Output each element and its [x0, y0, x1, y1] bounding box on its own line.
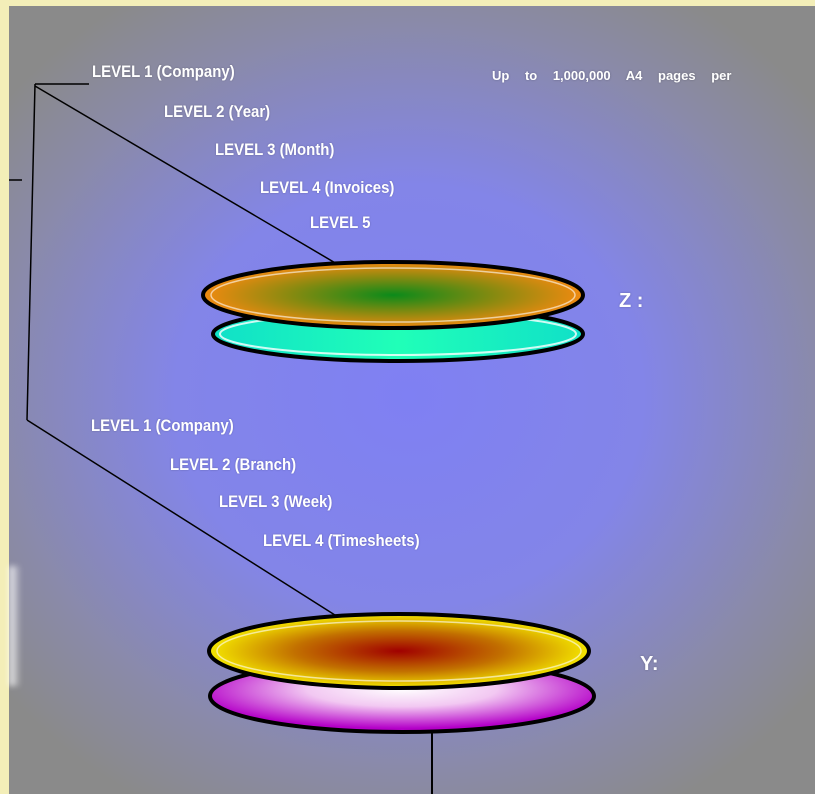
- y-level-4: LEVEL 4 (Timesheets): [263, 531, 420, 550]
- z-level-3: LEVEL 3 (Month): [215, 140, 335, 159]
- z-level-4: LEVEL 4 (Invoices): [260, 178, 395, 197]
- z-level-2: LEVEL 2 (Year): [164, 102, 271, 121]
- diagram-canvas: Up to 1,000,000 A4 pages per LEVEL 1 (Co…: [9, 6, 815, 794]
- disk-diagram: [9, 83, 596, 794]
- z-arrow: [34, 85, 354, 274]
- bracket-connector: [9, 83, 89, 421]
- y-arrow: [26, 419, 357, 629]
- y-disk-top: [207, 612, 591, 690]
- z-level-1: LEVEL 1 (Company): [92, 62, 235, 81]
- z-axis-label: Z :: [619, 290, 644, 312]
- capacity-note: Up to 1,000,000 A4 pages per: [492, 68, 732, 83]
- y-axis-label: Y:: [640, 653, 659, 675]
- y-level-2: LEVEL 2 (Branch): [170, 455, 297, 474]
- y-level-3: LEVEL 3 (Week): [219, 492, 333, 511]
- z-level-5: LEVEL 5: [310, 213, 371, 232]
- z-disk-top: [201, 260, 585, 330]
- y-level-1: LEVEL 1 (Company): [91, 416, 234, 435]
- edge-highlight: [9, 566, 21, 686]
- y-disk-stack: [207, 612, 596, 794]
- z-disk-stack: [201, 260, 585, 363]
